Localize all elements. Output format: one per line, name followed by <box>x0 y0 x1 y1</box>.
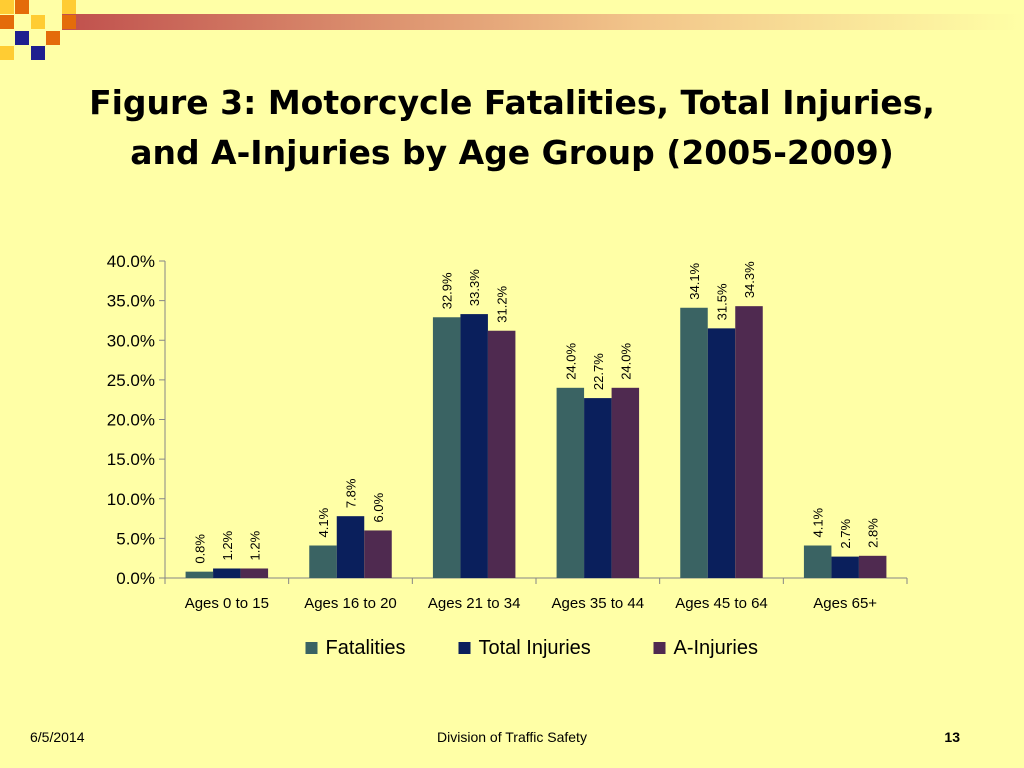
legend-swatch <box>653 642 666 654</box>
data-label: 34.1% <box>687 262 702 299</box>
data-label: 33.3% <box>467 269 482 306</box>
decoration-square <box>62 0 76 14</box>
data-label: 31.5% <box>715 283 730 320</box>
slide-title: Figure 3: Motorcycle Fatalities, Total I… <box>40 78 984 178</box>
decoration-square <box>15 0 29 14</box>
bar <box>858 555 887 578</box>
bar <box>432 317 461 578</box>
data-label: 0.8% <box>192 534 207 564</box>
data-label: 6.0% <box>371 492 386 522</box>
x-tick-label: Ages 45 to 64 <box>675 595 768 612</box>
slide-title-line-1: Figure 3: Motorcycle Fatalities, Total I… <box>89 83 935 122</box>
decoration-square <box>62 15 76 29</box>
footer-date: 6/5/2014 <box>30 729 85 745</box>
decoration-square <box>15 31 29 45</box>
data-label: 32.9% <box>440 272 455 309</box>
bar <box>611 387 640 578</box>
page-number: 13 <box>944 729 960 745</box>
decoration-square <box>0 0 14 14</box>
x-tick-label: Ages 21 to 34 <box>428 595 521 612</box>
data-label: 22.7% <box>591 353 606 390</box>
bar <box>803 545 832 578</box>
bar-chart: 0.0% 5.0% 10.0% 15.0% 20.0% 25.0% 30.0% 35.0% 40… <box>107 252 908 659</box>
bar <box>309 545 337 578</box>
footer-organization: Division of Traffic Safety <box>437 729 587 745</box>
y-tick-label: 15.0% <box>107 450 155 469</box>
decoration-square <box>0 15 14 29</box>
data-label: 2.7% <box>838 519 853 549</box>
bar <box>364 530 392 578</box>
bar <box>584 398 612 578</box>
data-label: 7.8% <box>344 478 359 508</box>
data-label: 1.2% <box>247 530 262 560</box>
data-label: 31.2% <box>495 285 510 322</box>
data-label: 4.1% <box>811 507 826 537</box>
bar <box>460 314 488 578</box>
legend-swatch <box>305 642 318 654</box>
y-tick-label: 0.0% <box>116 569 155 588</box>
bar <box>707 328 736 578</box>
decoration-square <box>0 46 14 60</box>
bar <box>831 556 859 578</box>
y-tick-label: 20.0% <box>107 411 155 430</box>
bar <box>240 568 269 578</box>
data-label: 2.8% <box>866 518 881 548</box>
header-gradient-bar <box>62 14 1024 30</box>
legend-swatch <box>458 642 471 654</box>
bar <box>680 307 708 578</box>
data-label: 4.1% <box>316 507 331 537</box>
x-tick-label: Ages 65+ <box>813 595 877 612</box>
y-tick-label: 5.0% <box>116 529 155 548</box>
decoration-square <box>46 31 60 45</box>
data-label: 24.0% <box>618 342 633 379</box>
header-decoration <box>0 0 1024 60</box>
y-tick-label: 40.0% <box>107 252 155 271</box>
y-tick-label: 30.0% <box>107 331 155 350</box>
decoration-square <box>31 15 45 29</box>
slide-title-line-2: and A-Injuries by Age Group (2005-2009) <box>130 133 894 172</box>
y-tick-label: 25.0% <box>107 371 155 390</box>
y-tick-label: 35.0% <box>107 292 155 311</box>
x-tick-label: Ages 35 to 44 <box>552 595 645 612</box>
bar <box>556 387 585 578</box>
legend-label: A-Injuries <box>674 637 758 659</box>
bar <box>213 568 241 578</box>
legend-label: Total Injuries <box>479 637 591 659</box>
legend-label: Fatalities <box>326 637 406 659</box>
decoration-square <box>31 46 45 60</box>
bar <box>487 330 516 578</box>
data-label: 1.2% <box>220 530 235 560</box>
data-label: 24.0% <box>563 342 578 379</box>
x-tick-label: Ages 16 to 20 <box>304 595 397 612</box>
bar <box>185 571 214 578</box>
y-tick-label: 10.0% <box>107 490 155 509</box>
x-tick-label: Ages 0 to 15 <box>185 595 269 612</box>
bar <box>336 516 365 578</box>
bar <box>735 306 763 578</box>
data-label: 34.3% <box>742 261 757 298</box>
